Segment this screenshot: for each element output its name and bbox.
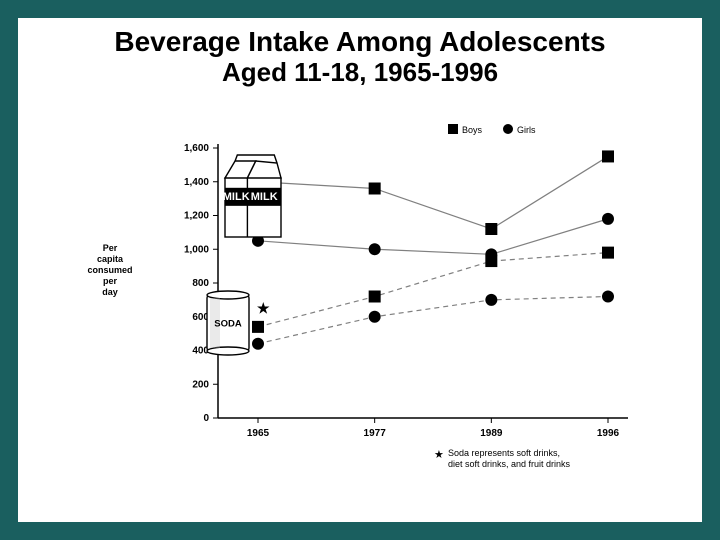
- star-icon: ★: [434, 449, 444, 461]
- milk-label: MILK: [251, 191, 278, 203]
- legend-label: Girls: [517, 125, 536, 135]
- y-tick-label: 1,400: [184, 177, 209, 188]
- soda-can-icon: [207, 347, 249, 355]
- title-block: Beverage Intake Among Adolescents Aged 1…: [18, 18, 702, 88]
- marker-square: [369, 183, 381, 195]
- y-tick-label: 1,000: [184, 244, 209, 255]
- slide-frame: Beverage Intake Among Adolescents Aged 1…: [0, 0, 720, 540]
- y-axis-label: capita: [97, 254, 124, 264]
- x-tick-label: 1977: [364, 428, 387, 439]
- chart-svg: 02004006008001,0001,2001,4001,6001965197…: [68, 118, 658, 498]
- chart-area: 02004006008001,0001,2001,4001,6001965197…: [68, 118, 658, 498]
- x-tick-label: 1996: [597, 428, 620, 439]
- soda-label: SODA: [214, 318, 242, 329]
- marker-circle: [602, 291, 614, 303]
- marker-square: [602, 150, 614, 162]
- marker-circle: [485, 294, 497, 306]
- legend-circle-icon: [503, 124, 513, 134]
- y-tick-label: 0: [203, 413, 209, 424]
- title-line2: Aged 11-18, 1965-1996: [18, 58, 702, 88]
- y-axis-label: Per: [103, 243, 118, 253]
- marker-square: [485, 255, 497, 267]
- footnote-text: Soda represents soft drinks,: [448, 448, 560, 458]
- y-tick-label: 800: [192, 278, 209, 289]
- marker-circle: [369, 311, 381, 323]
- series-milk-boys: [258, 156, 608, 229]
- series-soda-boys: [258, 253, 608, 327]
- y-axis-label: per: [103, 276, 118, 286]
- series-soda-girls: [258, 297, 608, 344]
- marker-circle: [602, 213, 614, 225]
- x-tick-label: 1965: [247, 428, 270, 439]
- marker-square: [252, 321, 264, 333]
- series-milk-girls: [258, 219, 608, 254]
- marker-square: [602, 247, 614, 259]
- y-axis-label: day: [102, 287, 118, 297]
- star-icon: ★: [257, 300, 270, 316]
- marker-circle: [252, 338, 264, 350]
- y-axis-label: consumed: [87, 265, 132, 275]
- footnote-text: diet soft drinks, and fruit drinks: [448, 459, 571, 469]
- x-tick-label: 1989: [480, 428, 503, 439]
- soda-can-icon: [207, 291, 249, 299]
- marker-square: [485, 223, 497, 235]
- legend-label: Boys: [462, 125, 483, 135]
- y-tick-label: 1,600: [184, 143, 209, 154]
- milk-label: MILK: [223, 191, 250, 203]
- y-tick-label: 1,200: [184, 211, 209, 222]
- milk-carton-icon: [225, 178, 281, 237]
- y-tick-label: 200: [192, 379, 209, 390]
- title-line1: Beverage Intake Among Adolescents: [18, 26, 702, 58]
- marker-circle: [369, 243, 381, 255]
- marker-square: [369, 291, 381, 303]
- legend-square-icon: [448, 124, 458, 134]
